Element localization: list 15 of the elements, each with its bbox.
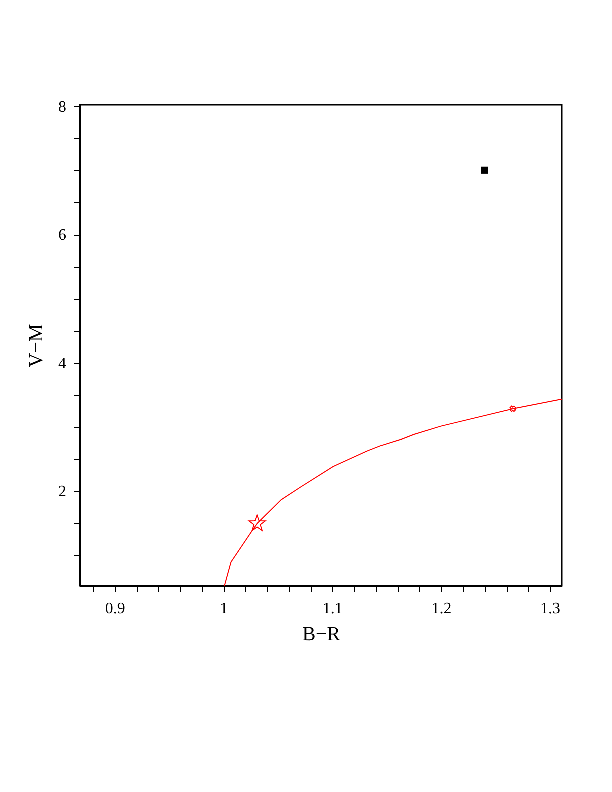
y-tick-label: 8	[58, 98, 66, 116]
x-tick-label: 0.9	[105, 600, 126, 618]
y-axis-title: V−M	[26, 324, 48, 368]
x-tick-label: 1	[220, 600, 228, 618]
line-series	[224, 398, 562, 586]
y-tick-label: 4	[58, 355, 66, 372]
y-tick-label: 6	[58, 227, 66, 244]
point	[481, 166, 488, 174]
x-tick-label: 1.3	[540, 600, 561, 618]
x-tick-label: 1.1	[322, 600, 343, 618]
point	[248, 514, 266, 532]
x-axis-title: B−R	[302, 624, 342, 646]
point	[510, 406, 516, 412]
y-tick-label: 2	[58, 484, 66, 501]
x-tick-label: 1.2	[432, 600, 452, 618]
